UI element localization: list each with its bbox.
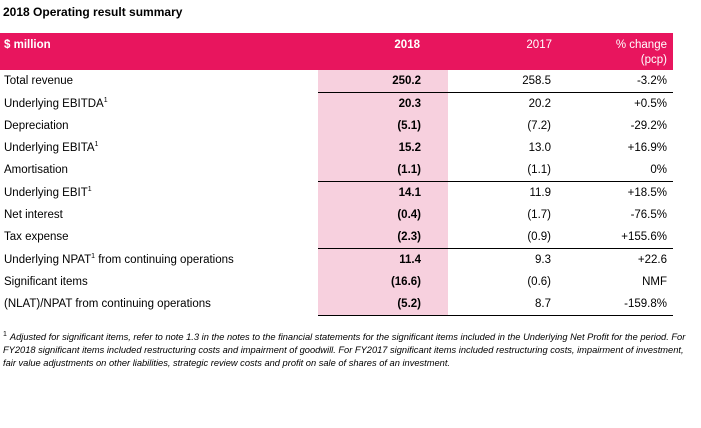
row-label: Net interest [4, 209, 63, 221]
row-label: (NLAT)/NPAT from continuing operations [4, 298, 211, 311]
footnote-ref: 1 [94, 141, 99, 149]
value-2017: (1.7) [527, 209, 551, 221]
header-2017: 2017 [448, 33, 565, 70]
value-2017: 258.5 [522, 75, 551, 87]
header-change: % change (pcp) [565, 33, 673, 70]
value-2018: 11.4 [318, 248, 448, 271]
row-label: Amortisation [4, 164, 68, 177]
value-change: -3.2% [636, 75, 667, 87]
value-2017: 8.7 [448, 293, 565, 316]
footnote-ref: 1 [91, 252, 96, 260]
value-change: +18.5% [565, 181, 673, 204]
value-2017: 9.3 [448, 248, 565, 271]
header-change-sub: (pcp) [640, 54, 667, 66]
table-row: Underlying EBITDA1 20.3 20.2 +0.5% [0, 92, 673, 115]
value-2017: (0.6) [527, 276, 551, 288]
footnote-marker: 1 [3, 330, 7, 338]
table-row: Amortisation (1.1) (1.1) 0% [0, 159, 673, 182]
page-title: 2018 Operating result summary [3, 5, 183, 19]
table-row: Net interest (0.4) (1.7) -76.5% [0, 204, 673, 226]
value-change: 0% [565, 159, 673, 182]
footnote: 1 Adjusted for significant items, refer t… [3, 331, 693, 370]
value-2018: 20.3 [318, 92, 448, 115]
value-change: +16.9% [627, 142, 667, 154]
value-change: +155.6% [621, 231, 667, 243]
value-change: -76.5% [630, 209, 667, 221]
footnote-ref: 1 [103, 96, 108, 104]
header-label: $ million [0, 33, 318, 70]
row-label: Underlying EBITA1 [4, 141, 99, 154]
row-label: Total revenue [4, 75, 74, 88]
table-row: Underlying EBITA1 15.2 13.0 +16.9% [0, 137, 673, 159]
row-label: Significant items [4, 276, 88, 288]
table-row: Underlying NPAT1 from continuing operati… [0, 248, 673, 271]
table-row: Tax expense (2.3) (0.9) +155.6% [0, 226, 673, 249]
footnote-ref: 1 [87, 185, 92, 193]
value-2017: (7.2) [527, 120, 551, 132]
value-2017: (0.9) [527, 231, 551, 243]
table-row: Underlying EBIT1 14.1 11.9 +18.5% [0, 181, 673, 204]
value-2017: 20.2 [448, 92, 565, 115]
value-2018: (5.2) [318, 293, 448, 316]
value-2017: 11.9 [448, 181, 565, 204]
value-change: +0.5% [565, 92, 673, 115]
value-2018: (16.6) [318, 271, 448, 293]
value-2017: 13.0 [528, 142, 551, 154]
table-row: Total revenue 250.2 258.5 -3.2% [0, 70, 673, 93]
operating-result-table: $ million 2018 2017 % change (pcp) Total… [0, 33, 673, 316]
footnote-text: Adjusted for significant items, refer to… [3, 332, 686, 368]
row-label: Underlying NPAT1 from continuing operati… [4, 252, 234, 266]
table-header-row: $ million 2018 2017 % change (pcp) [0, 33, 673, 70]
value-2018: 250.2 [318, 70, 448, 93]
value-2018: 14.1 [318, 181, 448, 204]
row-label: Underlying EBITDA1 [4, 96, 108, 110]
value-2018: (1.1) [318, 159, 448, 182]
value-2018: 15.2 [318, 137, 448, 159]
value-2017: (1.1) [448, 159, 565, 182]
value-2018: (0.4) [318, 204, 448, 226]
row-label: Underlying EBIT1 [4, 185, 92, 199]
table-row: (NLAT)/NPAT from continuing operations (5… [0, 293, 673, 316]
table-row: Significant items (16.6) (0.6) NMF [0, 271, 673, 293]
table-row: Depreciation (5.1) (7.2) -29.2% [0, 115, 673, 137]
row-label: Tax expense [4, 231, 69, 244]
value-change: -29.2% [630, 120, 667, 132]
value-2018: (2.3) [318, 226, 448, 249]
value-2018: (5.1) [318, 115, 448, 137]
header-2018: 2018 [318, 33, 448, 70]
value-change: NMF [642, 276, 667, 288]
row-label: Depreciation [4, 120, 69, 132]
value-change: +22.6 [565, 248, 673, 271]
value-change: -159.8% [565, 293, 673, 316]
